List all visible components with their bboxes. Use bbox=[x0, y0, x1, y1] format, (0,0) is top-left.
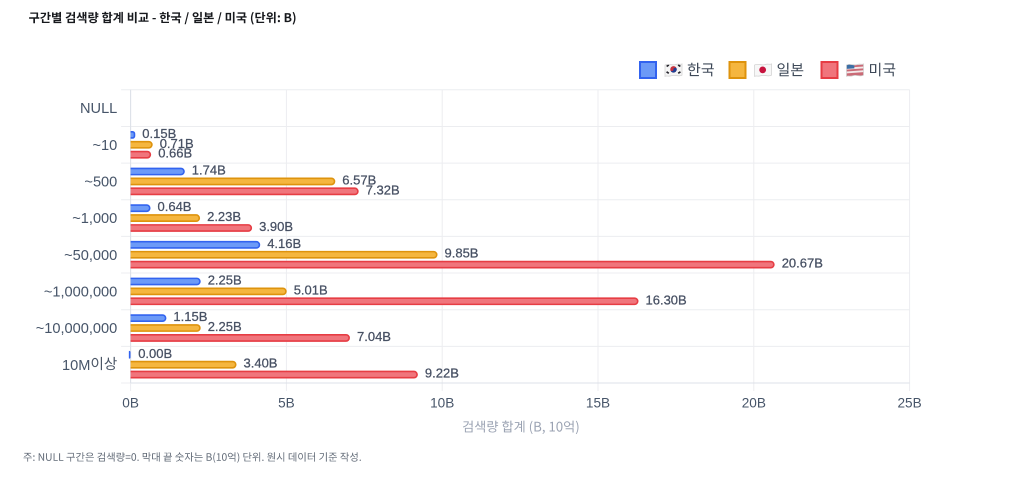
svg-text:~1,000: ~1,000 bbox=[72, 211, 117, 227]
svg-text:0B: 0B bbox=[122, 395, 139, 410]
svg-text:25B: 25B bbox=[898, 395, 922, 410]
svg-text:0.66B: 0.66B bbox=[158, 146, 192, 161]
svg-text:16.30B: 16.30B bbox=[646, 292, 687, 307]
svg-text:0.00B: 0.00B bbox=[138, 346, 172, 361]
svg-text:5B: 5B bbox=[278, 395, 295, 410]
svg-text:9.22B: 9.22B bbox=[425, 366, 459, 381]
svg-text:10M: 10M bbox=[62, 358, 90, 374]
svg-text:~10,000,000: ~10,000,000 bbox=[36, 321, 118, 337]
svg-text:20B: 20B bbox=[742, 395, 766, 410]
svg-text:1.74B: 1.74B bbox=[192, 163, 226, 178]
svg-text:0.64B: 0.64B bbox=[158, 199, 192, 214]
svg-text:7.32B: 7.32B bbox=[366, 182, 400, 197]
svg-text:2.23B: 2.23B bbox=[207, 209, 241, 224]
svg-text:7.04B: 7.04B bbox=[357, 329, 391, 344]
svg-text:4.16B: 4.16B bbox=[267, 236, 301, 251]
svg-text:1.15B: 1.15B bbox=[173, 309, 207, 324]
svg-text:3.90B: 3.90B bbox=[259, 219, 293, 234]
svg-text:9.85B: 9.85B bbox=[445, 246, 479, 261]
svg-text:15B: 15B bbox=[586, 395, 610, 410]
svg-text:~1,000,000: ~1,000,000 bbox=[44, 284, 117, 300]
svg-text:~10: ~10 bbox=[93, 138, 118, 154]
svg-text:20.67B: 20.67B bbox=[782, 256, 823, 271]
svg-text:~50,000: ~50,000 bbox=[64, 248, 117, 264]
svg-text:2.25B: 2.25B bbox=[208, 272, 242, 287]
svg-text:0.71B: 0.71B bbox=[160, 136, 194, 151]
svg-text:2.25B: 2.25B bbox=[208, 319, 242, 334]
svg-text:6.57B: 6.57B bbox=[342, 172, 376, 187]
svg-text:~500: ~500 bbox=[84, 175, 117, 191]
svg-text:0.15B: 0.15B bbox=[142, 126, 176, 141]
svg-text:3.40B: 3.40B bbox=[244, 356, 278, 371]
svg-text:10B: 10B bbox=[430, 395, 454, 410]
svg-text:5.01B: 5.01B bbox=[294, 282, 328, 297]
svg-text:NULL: NULL bbox=[80, 101, 117, 117]
